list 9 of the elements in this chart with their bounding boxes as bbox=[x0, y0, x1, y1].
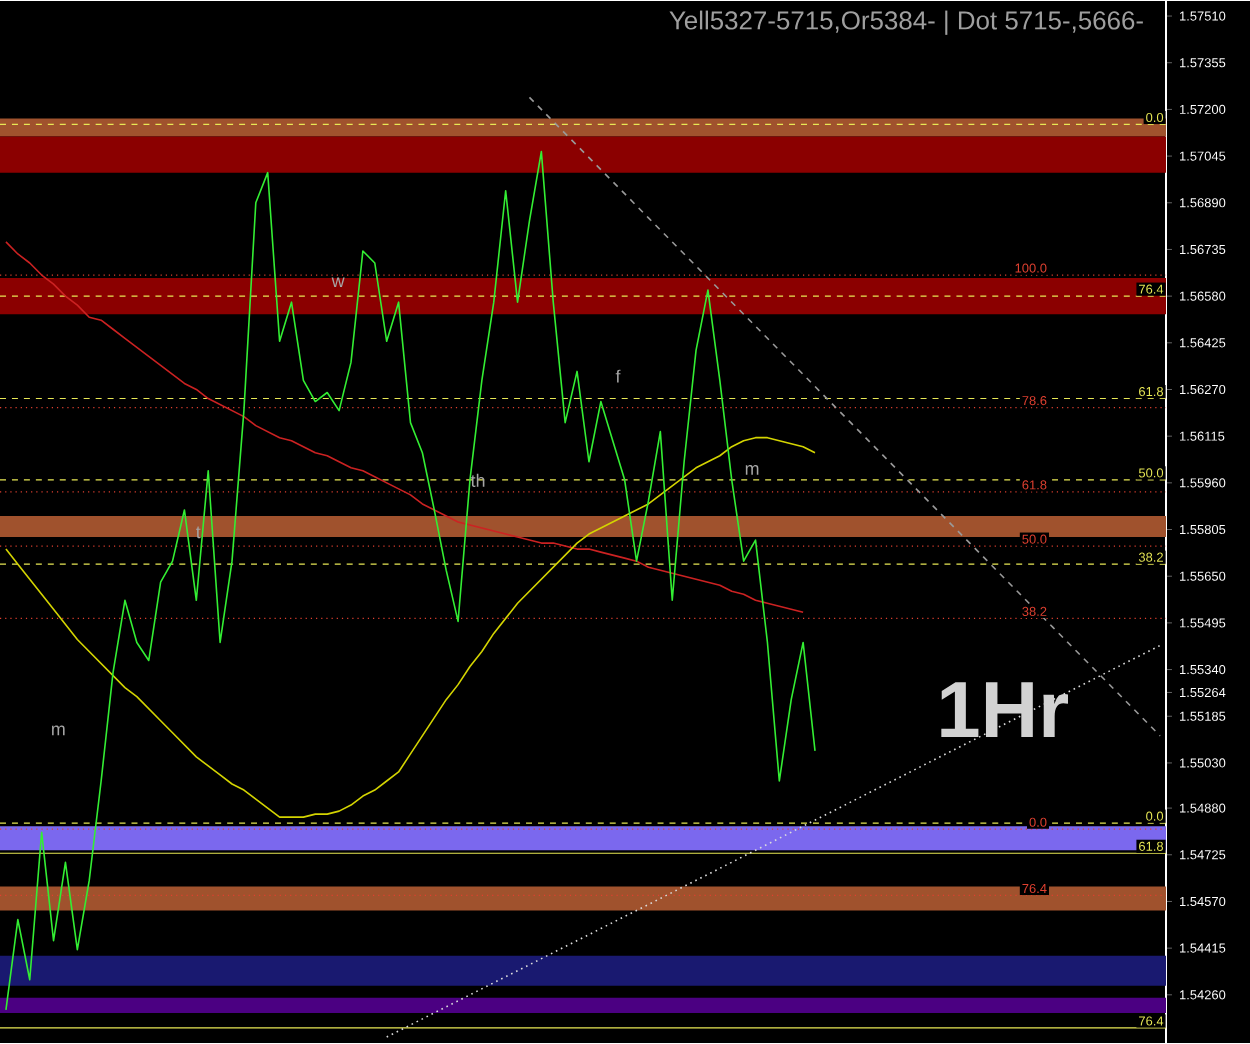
annotation: m bbox=[52, 725, 65, 736]
annotation: th bbox=[470, 473, 485, 487]
annotation: t bbox=[196, 526, 201, 539]
annotation: f bbox=[615, 369, 621, 383]
annotation: 1Hr bbox=[941, 682, 1068, 737]
annotation: w bbox=[331, 277, 345, 288]
chart-title: Yell5327-5715,Or5384- | Dot 5715-,5666- bbox=[669, 10, 1143, 35]
annotation: m bbox=[745, 465, 759, 475]
line-series bbox=[5, 150, 816, 1011]
